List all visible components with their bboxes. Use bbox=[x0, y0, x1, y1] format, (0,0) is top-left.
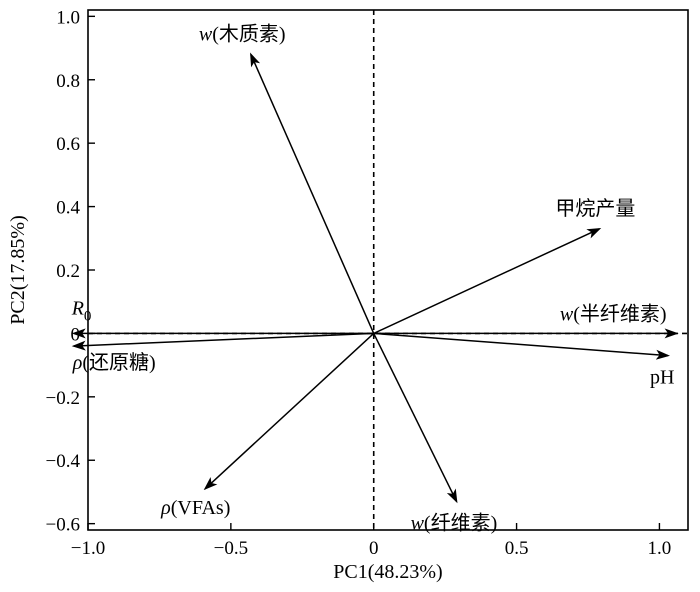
vector-label-lignin: w(木质素) bbox=[199, 22, 286, 45]
vector-label-symbol: w bbox=[411, 512, 425, 534]
vector-label-methane: 甲烷产量 bbox=[555, 197, 635, 220]
y-tick-label: 0.2 bbox=[56, 261, 80, 282]
x-tick-label: 1.0 bbox=[648, 538, 672, 559]
y-axis-title: PC2(17.85%) bbox=[7, 215, 29, 324]
y-tick-label: 0.8 bbox=[56, 71, 80, 92]
vector-label-text: (VFAs) bbox=[171, 497, 231, 519]
y-tick-label: −0.2 bbox=[46, 388, 80, 409]
vector-label-hemicellulose: w(半纤维素) bbox=[560, 302, 667, 325]
vector-label-text: 甲烷产量 bbox=[555, 197, 635, 220]
vector-label-symbol: ρ bbox=[160, 497, 171, 519]
x-tick-label: 0 bbox=[369, 538, 379, 559]
vector-label-symbol: ρ bbox=[72, 352, 83, 374]
vector-cellulose bbox=[373, 333, 458, 504]
y-tick-label: −0.4 bbox=[46, 451, 81, 472]
vector-label-symbol: R bbox=[71, 297, 84, 319]
vector-reducing-sugar bbox=[71, 332, 374, 351]
y-tick-label: 0.6 bbox=[56, 134, 80, 155]
vector-ph bbox=[373, 332, 670, 360]
vector-vfas bbox=[203, 332, 375, 491]
y-tick-label: −0.6 bbox=[46, 515, 80, 536]
vector-label-text: (半纤维素) bbox=[573, 302, 666, 325]
x-tick-label: −1.0 bbox=[71, 538, 105, 559]
vector-methane bbox=[373, 227, 602, 335]
vector-lignin bbox=[250, 52, 375, 334]
vector-label-subscript: 0 bbox=[84, 308, 92, 324]
vector-label-text: pH bbox=[650, 367, 674, 389]
vector-label-text: (还原糖) bbox=[82, 351, 155, 374]
plot-frame bbox=[87, 9, 689, 531]
x-tick-label: 0.5 bbox=[505, 538, 529, 559]
x-axis-title: PC1(48.23%) bbox=[333, 561, 442, 583]
x-tick-label: −0.5 bbox=[214, 538, 248, 559]
vector-label-reducing-sugar: ρ(还原糖) bbox=[72, 351, 156, 374]
vector-label-vfas: ρ(VFAs) bbox=[160, 497, 230, 519]
vector-label-symbol: w bbox=[199, 23, 213, 45]
y-tick-label: 0.4 bbox=[56, 198, 80, 219]
vector-label-cellulose: w(纤维素) bbox=[411, 511, 498, 534]
vector-label-text: (纤维素) bbox=[424, 511, 497, 534]
vector-label-r0: R0 bbox=[71, 297, 92, 324]
vector-label-text: (木质素) bbox=[212, 22, 285, 45]
vector-label-ph: pH bbox=[650, 367, 674, 389]
y-tick-label: 0 bbox=[71, 324, 81, 345]
y-tick-label: 1.0 bbox=[56, 7, 80, 28]
vector-label-symbol: w bbox=[560, 303, 574, 325]
